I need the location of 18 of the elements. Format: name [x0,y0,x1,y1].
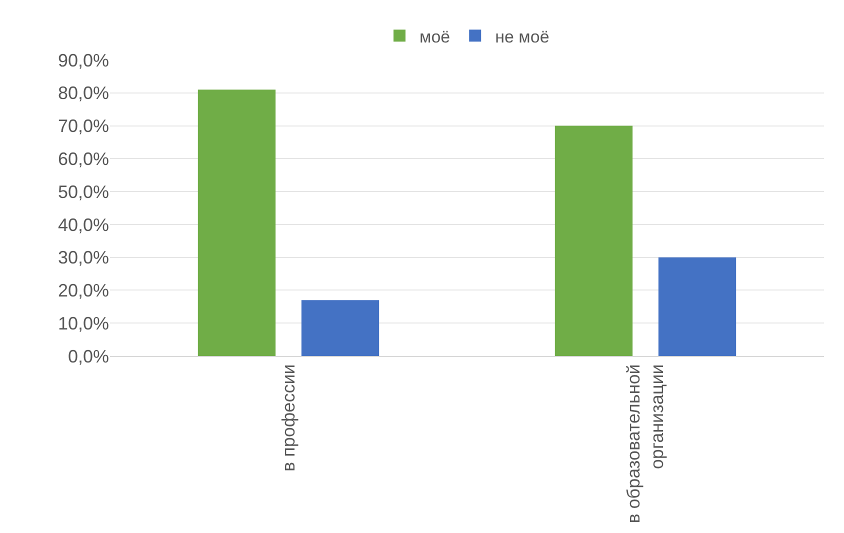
y-tick-label: 10,0% [58,313,109,334]
x-tick-label: в образовательной организации [624,364,668,524]
y-tick-label: 50,0% [58,182,109,202]
y-tick-label: 90,0% [58,50,109,70]
bar [198,90,276,356]
bar [554,126,633,356]
legend-label: моё [420,27,450,46]
y-tick-label: 20,0% [58,280,109,301]
x-tick-label: в профессии [278,364,298,472]
y-tick-label: 70,0% [58,116,109,136]
bar [658,257,736,356]
y-tick-label: 0,0% [68,346,109,366]
y-tick-label: 30,0% [58,248,109,268]
y-tick-label: 40,0% [58,214,109,235]
legend-label: не моё [495,27,550,46]
y-tick-label: 80,0% [58,83,109,104]
y-tick-label: 60,0% [58,148,109,169]
bar [301,300,380,356]
